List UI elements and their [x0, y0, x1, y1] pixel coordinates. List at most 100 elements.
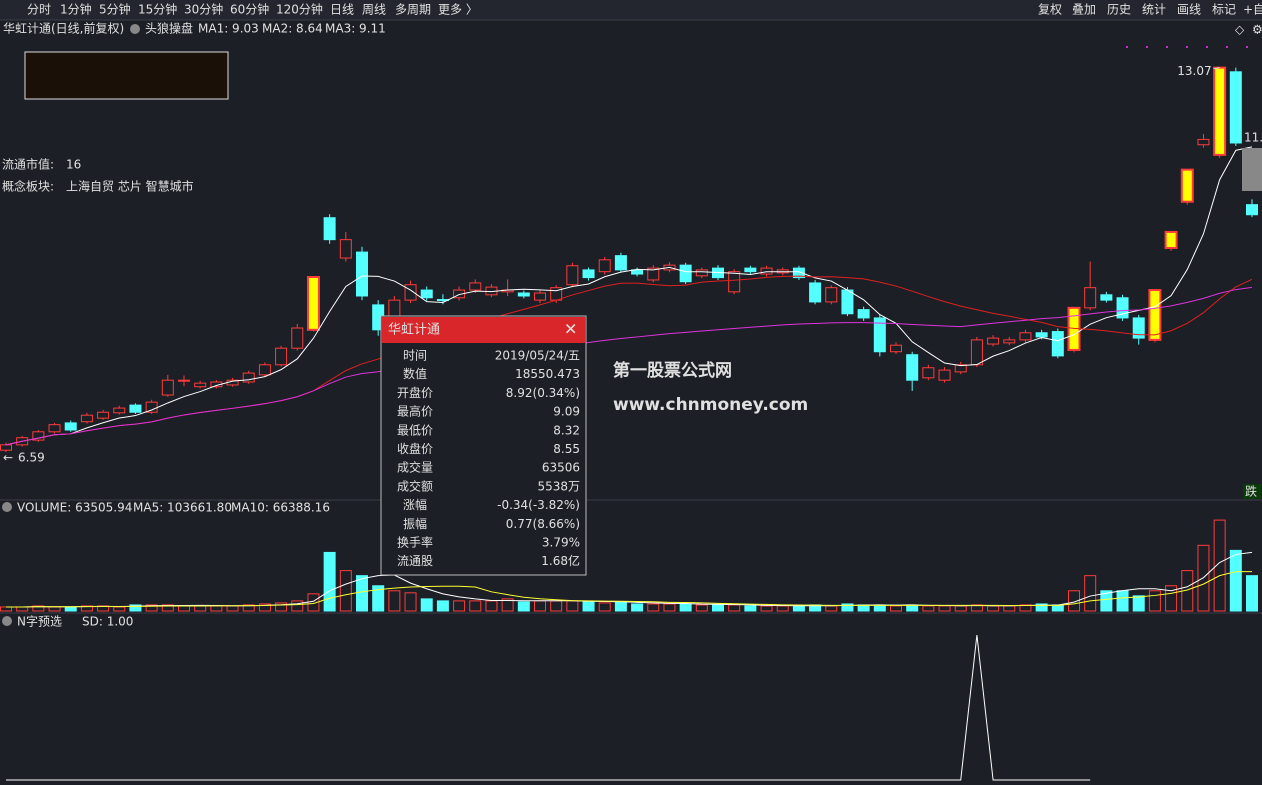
popup-label: 收盘价 — [397, 441, 433, 456]
indicator-header: N字预选 — [17, 614, 62, 629]
volume-bar — [728, 604, 741, 612]
volume-bar — [1229, 549, 1242, 612]
toolbar-tab[interactable]: 60分钟 — [230, 2, 269, 17]
toolbar-tab[interactable]: 120分钟 — [276, 2, 323, 17]
volume-bar — [1148, 590, 1161, 612]
toolbar-tab[interactable]: 更多 〉 — [438, 3, 478, 17]
popup-label: 涨幅 — [403, 497, 427, 512]
popup-label: 振幅 — [403, 516, 427, 531]
dot — [1206, 46, 1208, 48]
dot — [1166, 46, 1168, 48]
toolbar-tab[interactable]: 15分钟 — [138, 2, 177, 17]
candle-body — [841, 289, 854, 315]
volume-bar — [339, 570, 352, 612]
popup-label: 开盘价 — [397, 385, 433, 400]
ma3-line — [5, 286, 1253, 446]
candle-body — [517, 292, 530, 297]
toolbar-button[interactable]: 统计 — [1142, 3, 1166, 17]
candle-body — [1148, 289, 1162, 341]
volume-bar — [388, 590, 401, 612]
volume-bar — [436, 600, 449, 612]
popup-label: 流通股 — [397, 554, 433, 568]
icon[interactable]: ◇ — [1235, 23, 1245, 37]
candle-body — [1180, 168, 1194, 203]
candle-body — [80, 414, 93, 423]
toolbar-button[interactable]: 复权 — [1038, 3, 1062, 17]
volume-bar — [582, 601, 595, 612]
popup-value: 2019/05/24/五 — [495, 349, 580, 363]
toolbar-button[interactable]: +自 — [1243, 3, 1262, 17]
popup-close[interactable]: ✕ — [564, 320, 577, 339]
toolbar-tab[interactable]: 周线 — [362, 3, 386, 17]
volume-bar — [242, 604, 255, 612]
black-box — [24, 51, 229, 100]
volume-bar — [1100, 590, 1113, 612]
volume-bar — [291, 600, 304, 612]
popup-value: 0.77(8.66%) — [506, 517, 580, 531]
volume-bar — [598, 602, 611, 612]
indicator-sd: SD: 1.00 — [82, 615, 133, 629]
info-value: 16 — [66, 158, 81, 172]
volume-bar — [1035, 603, 1048, 612]
popup-value: 8.92(0.34%) — [506, 386, 580, 400]
candle-body — [420, 289, 433, 299]
volume-bar — [614, 601, 627, 612]
popup-value: 8.32 — [553, 423, 580, 437]
dot — [1226, 46, 1228, 48]
toolbar-tab[interactable]: 日线 — [330, 3, 354, 17]
dot — [1146, 46, 1148, 48]
volume-bar — [938, 605, 951, 612]
candle-body — [598, 259, 611, 273]
volume-bar — [1246, 575, 1258, 612]
watermark-name: 第一股票公式网 — [613, 360, 732, 381]
candle-body — [1003, 339, 1016, 344]
volume-bar — [890, 605, 902, 612]
candle-body — [857, 309, 870, 319]
toolbar-button[interactable]: 历史 — [1107, 3, 1131, 17]
volume-bar — [954, 605, 967, 612]
candle-body — [469, 282, 482, 291]
toolbar-tab[interactable]: 1分钟 — [60, 2, 92, 17]
candle-body — [1084, 287, 1097, 309]
volume-bar — [679, 603, 692, 612]
volume-bar — [113, 606, 126, 612]
volume-bar — [356, 575, 368, 612]
candle-body — [1051, 331, 1064, 357]
icon[interactable]: ⚙ — [1252, 23, 1262, 37]
candle-body — [129, 404, 142, 413]
candle-body — [306, 276, 320, 331]
candle-body — [258, 364, 271, 376]
toolbar-button[interactable]: 叠加 — [1072, 3, 1096, 17]
popup-bg — [380, 315, 587, 576]
info-value: 上海自贸 芯片 智慧城市 — [66, 179, 194, 194]
toolbar-button[interactable]: 标记 — [1212, 3, 1236, 17]
volume-ma10-label: MA10: 66388.16 — [231, 501, 330, 515]
toolbar-tab[interactable]: 5分钟 — [99, 2, 131, 17]
candle-body — [113, 407, 126, 414]
max-label: 13.07 — [1177, 64, 1211, 78]
toolbar-bg — [0, 0, 1262, 20]
dot — [1246, 46, 1248, 48]
toolbar-button[interactable]: 画线 — [1177, 3, 1201, 17]
toolbar-tab[interactable]: 30分钟 — [184, 2, 223, 17]
info-label: 概念板块: — [2, 179, 54, 194]
candle-body — [1229, 71, 1242, 144]
candle-body — [954, 364, 967, 373]
volume-bar — [712, 604, 724, 612]
volume-bar — [64, 606, 77, 612]
toolbar-tab[interactable]: 多周期 — [395, 3, 431, 17]
candle-body — [1132, 317, 1145, 339]
volume-bar — [550, 600, 563, 612]
toolbar-tab[interactable]: 分时 — [27, 3, 51, 17]
candle-body — [275, 347, 288, 366]
volume-bar — [744, 605, 757, 612]
candle-body — [906, 354, 919, 381]
candle-body — [938, 369, 951, 381]
candle-body — [970, 339, 983, 366]
volume-bar — [161, 604, 174, 612]
candle-body — [534, 292, 546, 301]
candle-body — [566, 265, 579, 286]
popup-value: 5538万 — [537, 479, 580, 493]
candle-body — [64, 422, 77, 431]
volume-bar — [1068, 590, 1080, 612]
